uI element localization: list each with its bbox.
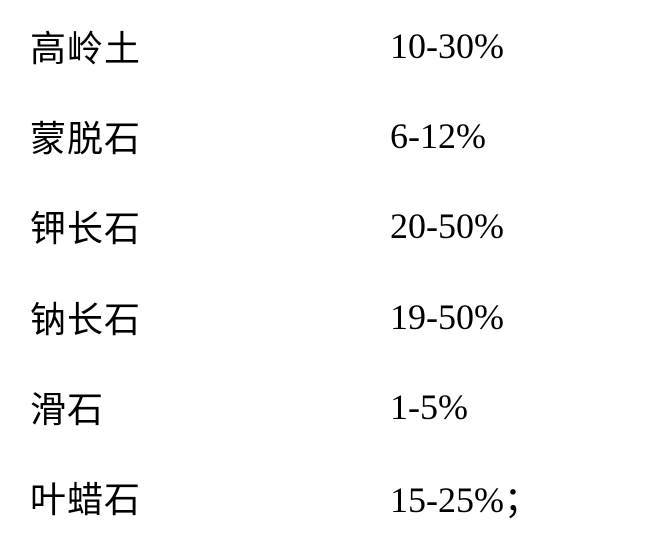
ingredient-value: 20-50% [390, 205, 504, 247]
composition-table: 高岭土 10-30% 蒙脱石 6-12% 钾长石 20-50% 钠长石 19-5… [0, 0, 662, 543]
table-row: 钾长石 20-50% [30, 200, 632, 252]
table-row: 高岭土 10-30% [30, 20, 632, 72]
table-row: 蒙脱石 6-12% [30, 110, 632, 162]
ingredient-value: 10-30% [390, 25, 504, 67]
table-row: 滑石 1-5% [30, 381, 632, 433]
ingredient-name: 蒙脱石 [30, 110, 390, 162]
ingredient-name: 高岭土 [30, 20, 390, 72]
ingredient-value: 19-50% [390, 296, 504, 338]
ingredient-name: 钾长石 [30, 200, 390, 252]
table-row: 叶蜡石 15-25%； [30, 471, 632, 523]
ingredient-value: 1-5% [390, 386, 468, 428]
ingredient-name: 叶蜡石 [30, 471, 390, 523]
ingredient-value: 6-12% [390, 115, 486, 157]
ingredient-name: 钠长石 [30, 291, 390, 343]
ingredient-name: 滑石 [30, 381, 390, 433]
table-row: 钠长石 19-50% [30, 291, 632, 343]
ingredient-value: 15-25%； [390, 471, 540, 523]
